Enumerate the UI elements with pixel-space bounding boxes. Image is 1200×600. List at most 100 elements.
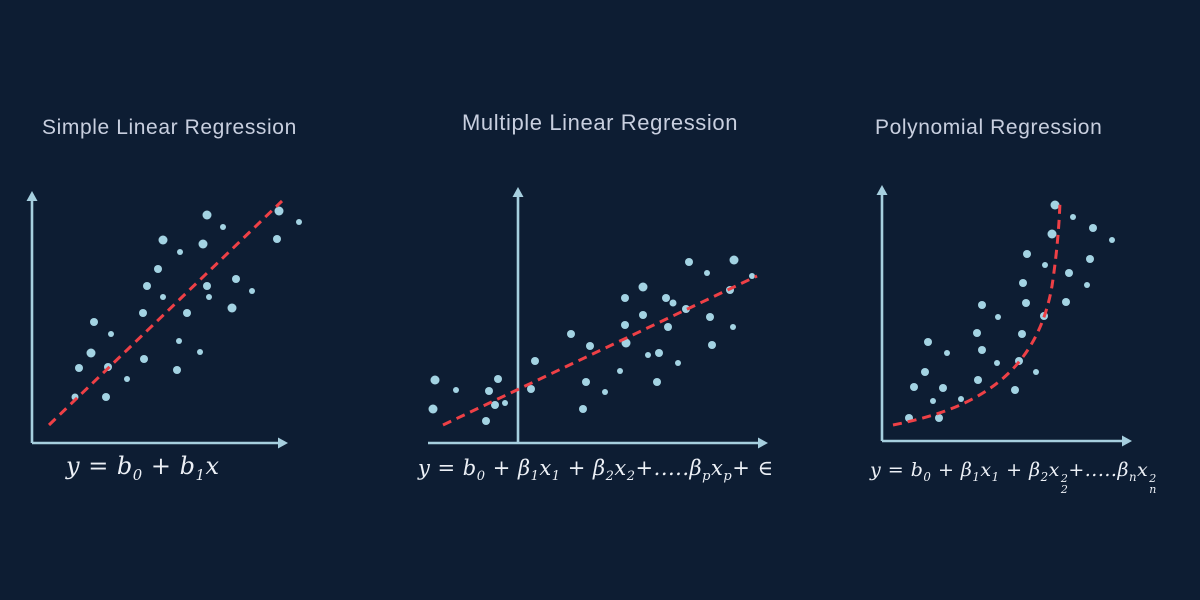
scatter-dot — [729, 255, 739, 265]
scatter-dot — [177, 249, 183, 255]
scatter-dot — [995, 314, 1001, 320]
scatter-dot — [638, 282, 648, 292]
scatter-dot — [220, 224, 226, 230]
scatter-dot — [197, 349, 203, 355]
scatter-dot — [206, 294, 212, 300]
x-axis-arrow-icon — [278, 437, 288, 449]
scatter-dot — [482, 417, 490, 425]
scatter-dot — [124, 376, 130, 382]
scatter-dot — [90, 318, 98, 326]
multiple-linear-scatter-plot — [428, 187, 768, 449]
scatter-dot — [662, 294, 670, 302]
scatter-dot — [1042, 262, 1048, 268]
scatter-dot — [274, 206, 284, 216]
scatter-dot — [639, 311, 647, 319]
regression-fit-line — [442, 274, 758, 427]
scatter-dot — [86, 348, 96, 358]
formula-equation: y = b0 + β1x1 + β2x2+.....βpxp+ ∈ — [418, 456, 774, 485]
scatter-dot — [944, 350, 950, 356]
scatter-dot — [730, 324, 736, 330]
scatter-dot — [930, 398, 936, 404]
scatter-dot — [974, 376, 982, 384]
regression-fit-curve — [892, 201, 1062, 427]
regression-fit-line — [47, 199, 284, 427]
scatter-dot — [675, 360, 681, 366]
scatter-dot — [704, 270, 710, 276]
scatter-dot — [232, 275, 240, 283]
scatter-dot — [935, 414, 943, 422]
scatter-dot — [203, 282, 211, 290]
scatter-dot — [102, 393, 110, 401]
scatter-dot — [708, 341, 716, 349]
panel-title: Simple Linear Regression — [42, 116, 297, 139]
scatter-dot — [1065, 269, 1073, 277]
scatter-dot — [1062, 298, 1070, 306]
scatter-dot — [655, 349, 663, 357]
scatter-dot — [1033, 369, 1039, 375]
scatter-dot — [567, 330, 575, 338]
scatter-dot — [160, 294, 166, 300]
scatter-dot — [494, 375, 502, 383]
scatter-dot — [1022, 299, 1030, 307]
scatter-dot — [502, 400, 508, 406]
scatter-dot — [1089, 224, 1097, 232]
scatter-dot — [621, 321, 629, 329]
y-axis-arrow-icon — [512, 187, 524, 197]
x-axis-arrow-icon — [1122, 435, 1132, 447]
scatter-dot — [273, 235, 281, 243]
scatter-dot — [910, 383, 918, 391]
formula-equation: y = b0 + b1x — [66, 452, 220, 484]
scatter-dot — [994, 360, 1000, 366]
scatter-dot — [183, 309, 191, 317]
scatter-dot — [143, 282, 151, 290]
panel-title: Polynomial Regression — [875, 116, 1103, 139]
scatter-dot — [1086, 255, 1094, 263]
scatter-dot — [749, 273, 755, 279]
scatter-dot — [958, 396, 964, 402]
scatter-dot — [1050, 200, 1060, 210]
scatter-dot — [173, 366, 181, 374]
scatter-dot — [978, 301, 986, 309]
polynomial-scatter-plot — [876, 185, 1132, 447]
scatter-dot — [653, 378, 661, 386]
scatter-dot — [579, 405, 587, 413]
scatter-dot — [973, 329, 981, 337]
scatter-dot — [491, 401, 499, 409]
scatter-dot — [1109, 237, 1115, 243]
scatter-dot — [227, 303, 237, 313]
scatter-dot — [140, 355, 148, 363]
scatter-dot — [645, 352, 651, 358]
scatter-dot — [531, 357, 539, 365]
scatter-dot — [428, 404, 438, 414]
formula-equation: y = b0 + β1x1 + β2x 2 2 +.....βnx 2 n — [870, 459, 1157, 497]
scatter-dot — [158, 235, 168, 245]
scatter-dot — [249, 288, 255, 294]
scatter-dot — [198, 239, 208, 249]
scatter-dot — [621, 294, 629, 302]
x-axis-arrow-icon — [758, 437, 768, 449]
scatter-dot — [176, 338, 182, 344]
scatter-dot — [924, 338, 932, 346]
scatter-dot — [1023, 250, 1031, 258]
scatter-dot — [202, 210, 212, 220]
scatter-dot — [1070, 214, 1076, 220]
scatter-dot — [1047, 229, 1057, 239]
scatter-dot — [1011, 386, 1019, 394]
scatter-dot — [582, 378, 590, 386]
scatter-dot — [108, 331, 114, 337]
scatter-dot — [586, 342, 594, 350]
scatter-dot — [669, 299, 677, 307]
scatter-dot — [682, 305, 690, 313]
scatter-dot — [1019, 279, 1027, 287]
scatter-dot — [939, 384, 947, 392]
scatter-dot — [921, 368, 929, 376]
scatter-dot — [664, 323, 672, 331]
scatter-dot — [139, 309, 147, 317]
simple-linear-scatter-plot — [26, 191, 302, 449]
scatter-dot — [617, 368, 623, 374]
panel-title: Multiple Linear Regression — [462, 110, 739, 135]
scatter-dot — [75, 364, 83, 372]
scatter-dot — [1084, 282, 1090, 288]
